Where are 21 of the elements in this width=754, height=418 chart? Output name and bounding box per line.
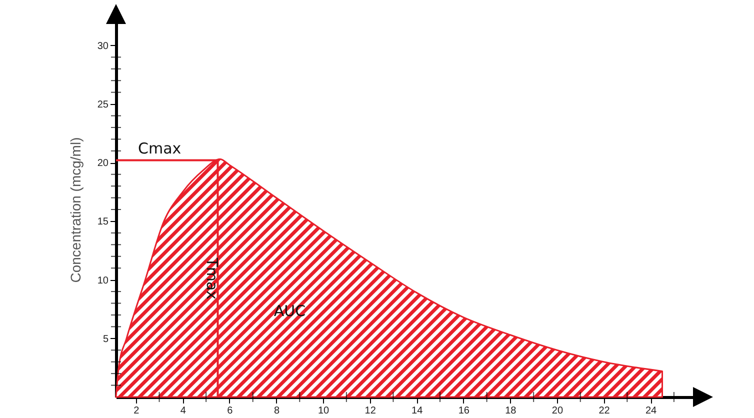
y-tick-label: 25 xyxy=(97,100,109,111)
x-tick-label: 22 xyxy=(598,406,610,416)
y-axis-title: Concentration (mcg/ml) xyxy=(67,137,84,283)
y-tick-label: 10 xyxy=(97,275,109,286)
x-tick-label: 24 xyxy=(645,406,658,416)
y-tick-label: 15 xyxy=(97,216,109,228)
x-tick-label: 18 xyxy=(505,406,517,416)
x-tick-label: 2 xyxy=(134,406,140,416)
y-tick-label: 30 xyxy=(97,40,109,52)
ref-line-label: Tmax xyxy=(202,256,221,300)
x-tick-label: 4 xyxy=(180,406,186,416)
x-tick-label: 20 xyxy=(552,406,564,416)
x-tick-label: 16 xyxy=(458,406,470,416)
x-tick-label: 14 xyxy=(412,406,424,416)
ref-line-label: Cmax xyxy=(138,139,182,158)
x-tick-label: 12 xyxy=(364,406,376,416)
y-tick-label: 20 xyxy=(97,158,109,170)
x-tick-label: 8 xyxy=(274,406,280,416)
x-tick-label: 6 xyxy=(227,406,234,416)
x-tick-label: 10 xyxy=(318,406,330,416)
y-tick-label: 5 xyxy=(102,334,109,345)
